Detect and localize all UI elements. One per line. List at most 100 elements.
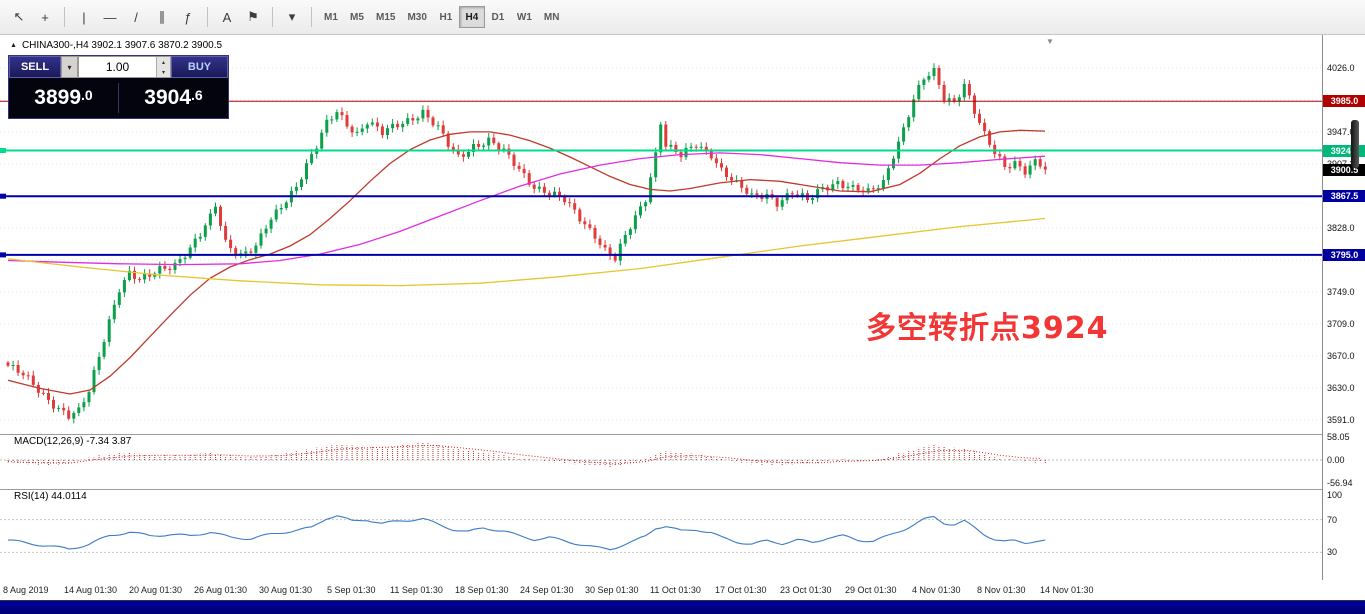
volume-decrease-button[interactable]: ▾	[157, 67, 170, 77]
sell-price-frac: .0	[81, 87, 93, 103]
rsi-axis-label: 70	[1327, 515, 1338, 525]
toolbar-separator	[64, 7, 65, 27]
timeframe-group: M1 M5 M15 M30 H1 H4 D1 W1 MN	[318, 6, 565, 28]
timeframe-m30[interactable]: M30	[407, 11, 427, 23]
arrow-tool[interactable]: ⚑	[247, 9, 259, 24]
time-axis-label: 30 Aug 01:30	[259, 585, 313, 595]
rsi-panel-canvas[interactable]	[0, 489, 1322, 580]
macd-axis-label: 58.05	[1327, 432, 1350, 442]
price-axis-label: 3709.0	[1327, 319, 1355, 329]
chart-title-text: CHINA300-,H4 3902.1 3907.6 3870.2 3900.5	[21, 40, 223, 51]
rsi-line	[8, 515, 1046, 551]
trade-options-dropdown[interactable]: ▾	[61, 56, 78, 78]
macd-axis-label: -56.94	[1327, 478, 1353, 488]
equidistant-channel-tool[interactable]: ∥	[158, 9, 166, 24]
price-axis-label: 3670.0	[1327, 351, 1355, 361]
time-axis-label: 8 Nov 01:30	[977, 585, 1026, 595]
timeframe-d1[interactable]: D1	[491, 11, 505, 23]
timeframe-mn[interactable]: MN	[543, 11, 560, 23]
price-axis-label: 3630.0	[1327, 383, 1355, 393]
level-handle[interactable]	[0, 193, 6, 199]
timeframe-m1[interactable]: M1	[324, 11, 338, 23]
time-axis-label: 8 Aug 2019	[3, 585, 49, 595]
main-chart-canvas[interactable]	[0, 35, 1322, 434]
ma-fast-red	[7, 129, 1046, 395]
sell-price-button[interactable]: 3899.0	[9, 86, 118, 110]
rsi-axis-label: 100	[1327, 490, 1343, 500]
text-tool[interactable]: A	[222, 9, 232, 25]
ma-mid-magenta	[7, 152, 1046, 266]
drawing-tools-group: ↖ + | — / ∥ ƒ A ⚑ ▾	[6, 5, 305, 29]
time-axis-label: 24 Sep 01:30	[520, 585, 574, 595]
price-axis-label: 3749.0	[1327, 287, 1355, 297]
time-axis-label: 14 Nov 01:30	[1040, 585, 1094, 595]
price-chart-svg	[0, 63, 1322, 424]
price-axis-label: 3591.0	[1327, 415, 1355, 425]
timeframe-h4[interactable]: H4	[458, 6, 485, 28]
chart-annotation-text[interactable]: 多空转折点3924	[866, 311, 1109, 346]
one-click-trade-panel: SELL ▾ 1.00 ▴ ▾ BUY 3899.0 3904.6	[8, 55, 229, 119]
crosshair-tool[interactable]: +	[41, 9, 49, 25]
time-axis-label: 11 Oct 01:30	[650, 585, 701, 595]
price-axis-label: 3828.0	[1327, 223, 1355, 233]
macd-panel-canvas[interactable]	[0, 434, 1322, 489]
price-level-badge: 3795.0	[1323, 249, 1365, 261]
macd-histogram	[7, 442, 1046, 468]
status-bar	[0, 600, 1365, 614]
scrollbar-thumb[interactable]	[1351, 120, 1359, 168]
macd-axis-label: 0.00	[1327, 455, 1345, 465]
panel-divider[interactable]	[0, 434, 1365, 435]
price-axis-label: 4026.0	[1327, 63, 1355, 73]
macd-signal-line	[7, 444, 1041, 465]
buy-button[interactable]: BUY	[171, 56, 228, 78]
trendline-tool[interactable]: /	[134, 9, 138, 25]
vertical-line-tool[interactable]: |	[82, 9, 86, 25]
trade-panel-divider	[118, 83, 119, 113]
ma-slow-yellow	[7, 217, 1046, 287]
buy-price-frac: .6	[191, 87, 203, 103]
panel-divider[interactable]	[0, 489, 1365, 490]
buy-price-main: 3904	[144, 86, 192, 109]
price-level-badge: 3867.5	[1323, 190, 1365, 202]
price-level-badge: 3985.0	[1323, 95, 1365, 107]
time-axis-label: 11 Sep 01:30	[390, 585, 443, 595]
time-axis-label: 20 Aug 01:30	[129, 585, 183, 595]
chart-window: ▲ CHINA300-,H4 3902.1 3907.6 3870.2 3900…	[0, 35, 1365, 600]
level-handle[interactable]	[0, 252, 6, 258]
time-axis-label: 17 Oct 01:30	[715, 585, 767, 595]
level-handle[interactable]	[0, 148, 6, 153]
sell-button[interactable]: SELL	[9, 56, 61, 78]
time-axis-label: 5 Sep 01:30	[327, 585, 376, 595]
buy-price-button[interactable]: 3904.6	[119, 86, 228, 110]
cursor-tool[interactable]: ↖	[13, 9, 25, 24]
time-axis-label: 26 Aug 01:30	[194, 585, 248, 595]
horizontal-line-tool[interactable]: —	[103, 9, 117, 25]
time-axis-label: 14 Aug 01:30	[64, 585, 118, 595]
time-axis-label: 23 Oct 01:30	[780, 585, 832, 595]
rsi-indicator-label: RSI(14) 44.0114	[14, 491, 87, 502]
objects-dropdown[interactable]: ▾	[288, 9, 296, 24]
time-axis-label: 29 Oct 01:30	[845, 585, 897, 595]
sell-price-main: 3899	[34, 86, 82, 109]
toolbar-separator	[207, 7, 208, 27]
macd-indicator-label: MACD(12,26,9) -7.34 3.87	[14, 436, 132, 447]
time-axis-label: 30 Sep 01:30	[585, 585, 639, 595]
volume-value[interactable]: 1.00	[105, 60, 130, 74]
volume-spinner: ▴ ▾	[156, 57, 170, 77]
timeframe-m15[interactable]: M15	[376, 11, 396, 23]
trade-panel-toggle-icon[interactable]: ▲	[10, 42, 17, 49]
time-axis[interactable]: 8 Aug 2019 14 Aug 01:30 20 Aug 01:30 26 Aug…	[0, 580, 1365, 600]
timeframe-w1[interactable]: W1	[516, 11, 532, 23]
timeframe-h1[interactable]: H1	[439, 11, 453, 23]
price-axis-label: 3947.0	[1327, 127, 1355, 137]
volume-increase-button[interactable]: ▴	[157, 57, 170, 67]
fibonacci-tool[interactable]: ƒ	[184, 9, 192, 25]
chart-shift-marker[interactable]: ▼	[1046, 37, 1054, 46]
price-axis[interactable]: 4026.03947.03907.23828.03749.03709.03670…	[1322, 35, 1365, 580]
rsi-axis-label: 30	[1327, 547, 1338, 557]
top-toolbar: ↖ + | — / ∥ ƒ A ⚑ ▾ M1 M5 M15 M30 H1 H4 D1 W1 MN	[0, 0, 1365, 35]
toolbar-separator	[272, 7, 273, 27]
volume-input[interactable]: 1.00 ▴ ▾	[78, 56, 171, 78]
timeframe-m5[interactable]: M5	[350, 11, 364, 23]
time-axis-label: 18 Sep 01:30	[455, 585, 509, 595]
